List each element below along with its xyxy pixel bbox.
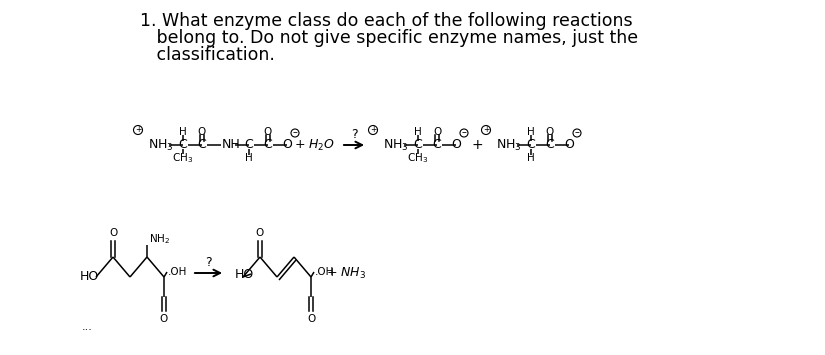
Text: +: + bbox=[370, 126, 376, 135]
Text: H: H bbox=[527, 127, 535, 137]
Text: O: O bbox=[307, 314, 315, 324]
Text: C: C bbox=[245, 138, 253, 152]
Text: O: O bbox=[546, 127, 554, 137]
Text: H: H bbox=[179, 127, 187, 137]
Text: H: H bbox=[527, 153, 535, 163]
Text: $\mathregular{CH_3}$: $\mathregular{CH_3}$ bbox=[172, 151, 194, 165]
Text: +: + bbox=[134, 126, 141, 135]
Text: –: – bbox=[293, 127, 298, 137]
Text: C: C bbox=[198, 138, 206, 152]
Text: C: C bbox=[264, 138, 272, 152]
Text: +: + bbox=[483, 126, 489, 135]
Text: C: C bbox=[432, 138, 441, 152]
Text: .OH: .OH bbox=[168, 267, 187, 277]
Text: O: O bbox=[433, 127, 441, 137]
Text: C: C bbox=[179, 138, 187, 152]
Text: C: C bbox=[526, 138, 535, 152]
Text: 1. What enzyme class do each of the following reactions: 1. What enzyme class do each of the foll… bbox=[140, 12, 633, 30]
Text: $+\ H_2O$: $+\ H_2O$ bbox=[295, 137, 336, 153]
Text: HO: HO bbox=[235, 268, 254, 280]
Text: –: – bbox=[574, 127, 579, 137]
Text: HO: HO bbox=[80, 271, 99, 284]
Text: ...: ... bbox=[82, 322, 93, 332]
Text: O: O bbox=[564, 138, 574, 152]
Text: O: O bbox=[198, 127, 206, 137]
Text: O: O bbox=[256, 228, 264, 238]
Text: $+\ NH_3$: $+\ NH_3$ bbox=[326, 266, 366, 280]
Text: ?: ? bbox=[351, 129, 357, 142]
Text: .OH: .OH bbox=[315, 267, 334, 277]
Text: O: O bbox=[451, 138, 461, 152]
Text: NH: NH bbox=[222, 138, 241, 152]
Text: –: – bbox=[461, 127, 466, 137]
Text: classification.: classification. bbox=[140, 46, 275, 64]
Text: ?: ? bbox=[205, 256, 212, 268]
Text: O: O bbox=[282, 138, 292, 152]
Text: C: C bbox=[413, 138, 422, 152]
Text: +: + bbox=[471, 138, 483, 152]
Text: O: O bbox=[109, 228, 117, 238]
Text: O: O bbox=[160, 314, 168, 324]
Text: O: O bbox=[264, 127, 272, 137]
Text: $\mathregular{NH_3}$: $\mathregular{NH_3}$ bbox=[148, 137, 174, 153]
Text: C: C bbox=[545, 138, 554, 152]
Text: H: H bbox=[245, 153, 253, 163]
Text: H: H bbox=[414, 127, 422, 137]
Text: $\mathregular{NH_3}$: $\mathregular{NH_3}$ bbox=[496, 137, 521, 153]
Text: $\mathregular{NH_3}$: $\mathregular{NH_3}$ bbox=[383, 137, 408, 153]
Text: $\mathregular{NH_2}$: $\mathregular{NH_2}$ bbox=[149, 232, 171, 246]
Text: $\mathregular{CH_3}$: $\mathregular{CH_3}$ bbox=[408, 151, 429, 165]
Text: belong to. Do not give specific enzyme names, just the: belong to. Do not give specific enzyme n… bbox=[140, 29, 638, 47]
